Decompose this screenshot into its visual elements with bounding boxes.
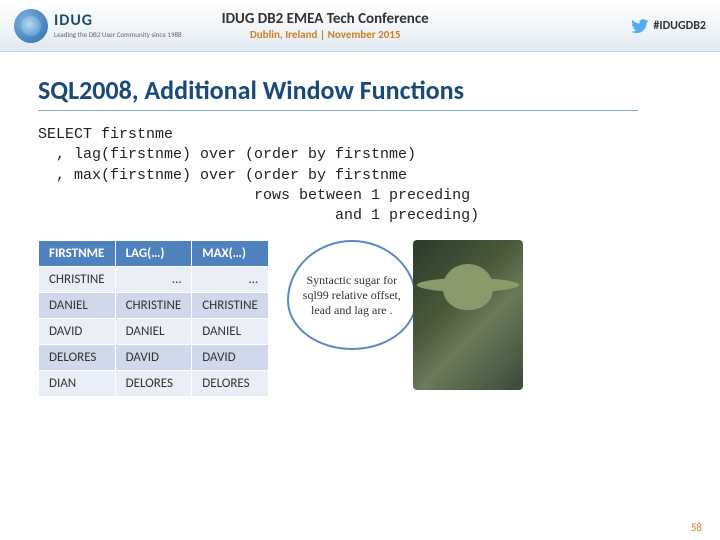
table-row: DAVID DANIEL DANIEL — [39, 319, 269, 345]
header-bar: IDUG Leading the DB2 User Community sinc… — [0, 0, 720, 52]
page-number: 58 — [691, 521, 702, 534]
slide-title: SQL2008, Additional Window Functions — [38, 74, 638, 111]
col-firstnme: FIRSTNME — [39, 241, 116, 267]
hashtag-text: #IDUGDB2 — [653, 19, 706, 33]
table-row: DANIEL CHRISTINE CHRISTINE — [39, 293, 269, 319]
table-row: DELORES DAVID DAVID — [39, 345, 269, 371]
conference-sub: Dublin, Ireland | November 2015 — [222, 28, 429, 41]
sql-code-block: SELECT firstnme , lag(firstnme) over (or… — [38, 125, 720, 226]
results-table: FIRSTNME LAG(…) MAX(…) CHRISTINE … … DAN… — [38, 240, 269, 397]
logo-text: IDUG Leading the DB2 User Community sinc… — [54, 13, 182, 38]
speech-bubble: Syntactic sugar for sql99 relative offse… — [287, 240, 417, 350]
logo-globe-icon — [14, 9, 48, 43]
twitter-icon — [631, 17, 649, 35]
yoda-image — [413, 240, 523, 390]
hashtag: #IDUGDB2 — [631, 17, 706, 35]
lower-content: FIRSTNME LAG(…) MAX(…) CHRISTINE … … DAN… — [38, 240, 720, 397]
col-lag: LAG(…) — [115, 241, 192, 267]
speech-text: Syntactic sugar for sql99 relative offse… — [299, 273, 405, 318]
logo-main: IDUG — [54, 13, 182, 29]
yoda-wrap: Syntactic sugar for sql99 relative offse… — [287, 240, 523, 390]
logo-sub: Leading the DB2 User Community since 198… — [54, 31, 182, 38]
table-row: CHRISTINE … … — [39, 267, 269, 293]
table-row: DIAN DELORES DELORES — [39, 371, 269, 397]
logo: IDUG Leading the DB2 User Community sinc… — [14, 9, 182, 43]
table-header-row: FIRSTNME LAG(…) MAX(…) — [39, 241, 269, 267]
col-max: MAX(…) — [192, 241, 269, 267]
conference-title: IDUG DB2 EMEA Tech Conference Dublin, Ir… — [222, 10, 429, 41]
conference-main: IDUG DB2 EMEA Tech Conference — [222, 10, 429, 28]
